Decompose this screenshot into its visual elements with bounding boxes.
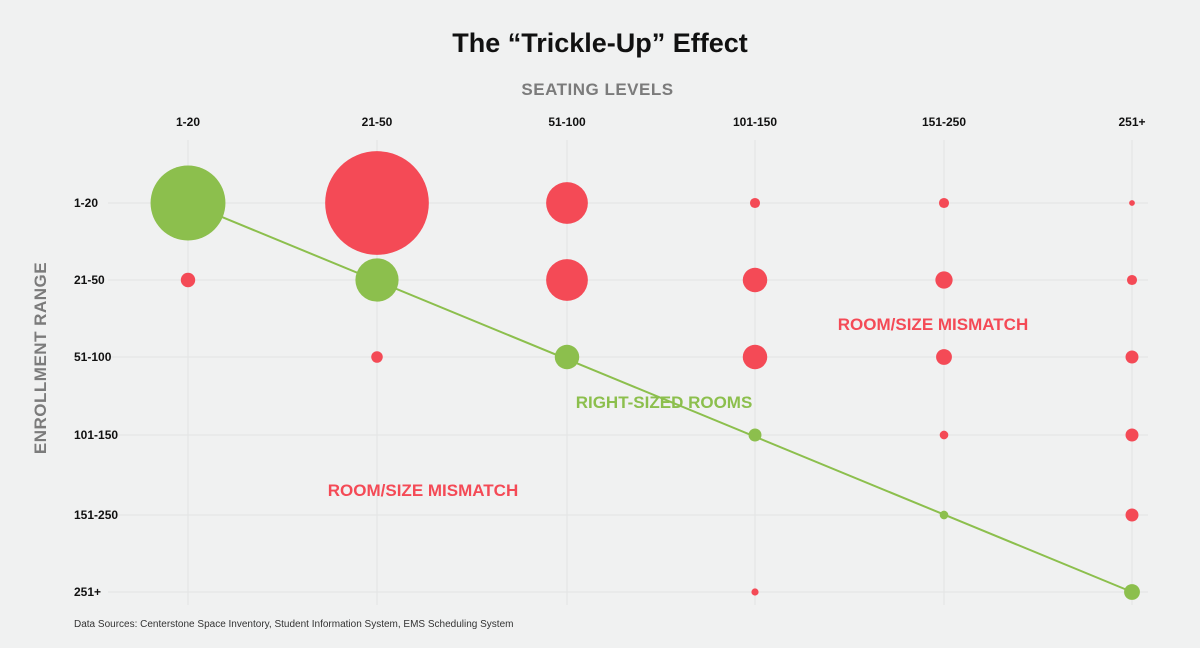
bubble-mismatch	[325, 151, 429, 255]
x-tick-label: 21-50	[362, 115, 393, 129]
y-tick-label: 251+	[74, 585, 101, 599]
bubble-mismatch	[1125, 428, 1139, 442]
y-tick-label: 21-50	[74, 273, 105, 287]
bubble-mismatch	[546, 259, 588, 301]
x-axis-title: SEATING LEVELS	[521, 80, 674, 99]
bubble-mismatch	[371, 351, 383, 363]
y-tick-label: 1-20	[74, 196, 98, 210]
y-tick-label: 101-150	[74, 428, 118, 442]
annotation-mismatch: ROOM/SIZE MISMATCH	[838, 315, 1028, 334]
bubble-mismatch	[1126, 274, 1138, 286]
bubble-mismatch	[751, 588, 759, 596]
bubble-mismatch	[935, 271, 953, 289]
bubble-mismatch	[936, 349, 952, 365]
trend-line	[187, 202, 1133, 593]
bubble-mismatch	[1129, 200, 1135, 206]
bubble-mismatch	[939, 430, 949, 440]
bubble-mismatch	[938, 197, 950, 209]
bubble-mismatch	[180, 272, 196, 288]
y-tick-label: 51-100	[74, 350, 112, 364]
bubble-mismatch	[1125, 350, 1139, 364]
annotation-right-sized: RIGHT-SIZED ROOMS	[576, 393, 753, 412]
annotation-mismatch: ROOM/SIZE MISMATCH	[328, 481, 518, 500]
source-note: Data Sources: Centerstone Space Inventor…	[74, 619, 514, 630]
bubble-mismatch	[749, 197, 761, 209]
x-tick-label: 151-250	[922, 115, 966, 129]
bubble-mismatch	[742, 267, 768, 293]
x-tick-label: 1-20	[176, 115, 200, 129]
bubble-mismatch	[1125, 508, 1139, 522]
bubble-right-sized	[554, 344, 580, 370]
bubble-right-sized	[150, 165, 226, 241]
x-tick-label: 101-150	[733, 115, 777, 129]
bubble-right-sized	[748, 428, 762, 442]
bubble-right-sized	[939, 510, 949, 520]
y-tick-label: 151-250	[74, 508, 118, 522]
x-tick-label: 51-100	[548, 115, 586, 129]
chart-title: The “Trickle-Up” Effect	[452, 28, 748, 58]
bubble-mismatch	[742, 344, 768, 370]
bubble-right-sized	[1124, 584, 1140, 600]
bubble-right-sized	[355, 258, 399, 302]
bubble-mismatch	[546, 182, 588, 224]
x-tick-label: 251+	[1118, 115, 1145, 129]
